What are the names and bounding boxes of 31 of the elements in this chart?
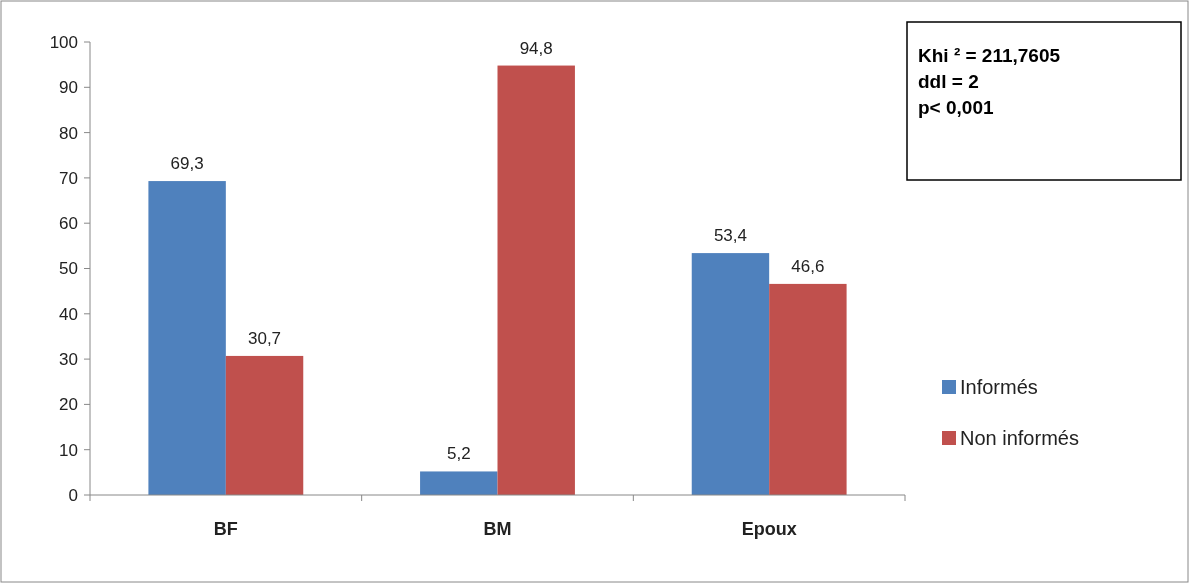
y-tick-label: 90 <box>59 78 78 98</box>
legend-label: Non informés <box>960 427 1079 449</box>
data-label: 94,8 <box>519 38 553 58</box>
y-tick-label: 60 <box>59 214 78 234</box>
bar <box>691 253 770 495</box>
bar <box>769 283 847 495</box>
bar <box>497 65 575 495</box>
y-tick-label: 50 <box>59 259 78 279</box>
y-tick-label: 80 <box>59 123 78 143</box>
data-label: 46,6 <box>791 256 825 276</box>
bar <box>148 181 226 495</box>
y-tick-label: 20 <box>59 395 78 415</box>
y-tick-label: 100 <box>49 32 78 52</box>
text: ddl = 2 <box>918 71 979 92</box>
y-tick-label: 40 <box>59 304 78 324</box>
text: Khi ² = 211,7605 <box>918 45 1061 66</box>
x-tick-label: BM <box>483 519 512 539</box>
data-label: 5,2 <box>446 444 471 464</box>
y-tick-label: 70 <box>59 168 78 188</box>
text: p< 0,001 <box>918 97 994 118</box>
data-label: 69,3 <box>170 154 204 174</box>
data-label: 30,7 <box>248 328 282 348</box>
y-tick-label: 30 <box>59 350 78 370</box>
data-label: 53,4 <box>713 226 747 246</box>
x-tick-label: Epoux <box>741 519 797 539</box>
x-tick-label: BF <box>213 519 238 539</box>
y-tick-label: 10 <box>59 440 78 460</box>
bar <box>420 471 498 495</box>
bar <box>225 355 304 495</box>
y-tick-label: 0 <box>68 485 78 505</box>
legend-label: Informés <box>960 376 1038 398</box>
